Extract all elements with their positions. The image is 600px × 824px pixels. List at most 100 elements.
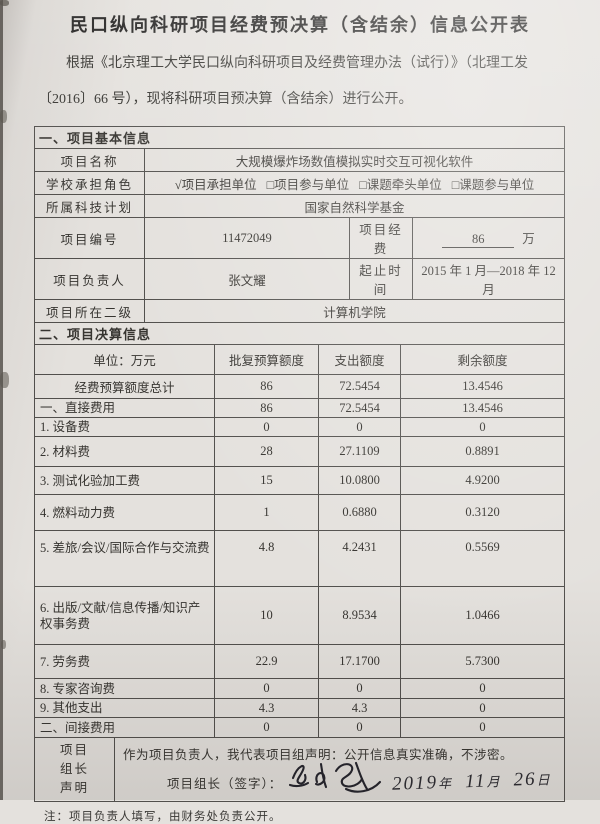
budget-cell: 0 <box>399 417 566 437</box>
budget-row-labor: 7. 劳务费 22.9 17.1700 5.7300 <box>34 644 566 679</box>
budget-cell: 0 <box>399 717 566 738</box>
budget-cell: 10 <box>214 586 319 645</box>
footnote-note: 注：项目负责人填写，由财务处负责公开。 <box>44 811 282 823</box>
budget-cell: 28 <box>214 436 319 467</box>
budget-row-testing: 3. 测试化验加工费 15 10.0800 4.9200 <box>34 466 566 495</box>
budget-row-label: 2. 材料费 <box>34 436 215 467</box>
col-header-approved: 批复预算额度 <box>214 344 319 375</box>
funds-label: 项目经费 <box>349 217 413 259</box>
budget-cell: 0 <box>399 678 566 699</box>
budget-header-row: 单位：万元 批复预算额度 支出额度 剩余额度 <box>34 344 566 375</box>
project-no-value: 11472049 <box>144 217 350 259</box>
statement-row: 项目 组长 声明 作为项目负责人，我代表项目组声明：公开信息真实准确，不涉密。 … <box>34 737 565 802</box>
budget-cell: 8.9534 <box>318 586 401 645</box>
budget-row-label: 6. 出版/文献/信息传播/知识产权事务费 <box>34 586 215 645</box>
budget-cell: 0 <box>214 417 319 437</box>
program-value: 国家自然科学基金 <box>143 194 566 218</box>
budget-row-label: 7. 劳务费 <box>34 644 215 679</box>
budget-row-label: 一、直接费用 <box>34 398 215 418</box>
scan-artifact <box>0 0 9 6</box>
budget-cell: 17.1700 <box>318 644 401 679</box>
budget-table: 二、项目决算信息 单位：万元 批复预算额度 支出额度 剩余额度 经费预算额度总计… <box>33 322 566 738</box>
unit-header: 单位：万元 <box>34 344 215 375</box>
intro-paragraph: 根据《北京理工大学民口纵向科研项目及经费管理办法（试行）》（北理工发 〔2016… <box>38 46 574 118</box>
budget-cell: 72.5454 <box>318 398 401 418</box>
project-name-label: 项目名称 <box>34 148 145 172</box>
budget-row-publication: 6. 出版/文献/信息传播/知识产权事务费 10 8.9534 1.0466 <box>34 586 566 645</box>
handwritten-date: 2019年 11月 26日 <box>392 768 551 795</box>
budget-row-label: 5. 差旅/会议/国际合作与交流费 <box>34 530 215 587</box>
budget-row-direct: 一、直接费用 86 72.5454 13.4546 <box>34 398 566 418</box>
checkbox-icon: □ <box>451 177 460 192</box>
budget-row-label: 1. 设备费 <box>34 417 215 437</box>
budget-cell: 0 <box>214 717 319 738</box>
intro-line-2: 〔2016〕66 号），现将科研项目预决算（含结余）进行公开。 <box>38 92 413 107</box>
role-option: □课题牵头单位 <box>359 177 442 192</box>
checkbox-icon: □ <box>266 177 275 192</box>
budget-row-label: 二、间接费用 <box>34 717 215 738</box>
section-title: 二、项目决算信息 <box>33 322 566 345</box>
budget-cell: 86 <box>214 374 319 399</box>
budget-cell: 4.8 <box>214 530 319 587</box>
scan-edge-shadow <box>0 0 3 800</box>
budget-row-equipment: 1. 设备费 0 0 0 <box>34 417 566 437</box>
section-title: 一、项目基本信息 <box>33 126 566 149</box>
intro-line-1: 根据《北京理工大学民口纵向科研项目及经费管理办法（试行）》（北理工发 <box>66 56 528 71</box>
budget-row-travel: 5. 差旅/会议/国际合作与交流费 4.8 4.2431 0.5569 <box>34 530 566 587</box>
budget-row-fuel: 4. 燃料动力费 1 0.6880 0.3120 <box>34 494 566 531</box>
signature-row: 项目组长（签字）： 2019年 11月 26日 <box>123 761 556 797</box>
budget-cell: 0 <box>318 417 401 437</box>
program-label: 所属科技计划 <box>34 194 145 218</box>
row-school-role: 学校承担角色 √项目承担单位 □项目参与单位 □课题牵头单位 □课题参与单位 <box>34 171 566 195</box>
budget-cell: 72.5454 <box>318 374 401 399</box>
scan-artifact <box>0 372 9 388</box>
budget-cell: 4.3 <box>318 698 401 718</box>
signature-handwriting <box>289 761 382 793</box>
budget-cell: 86 <box>214 398 319 418</box>
school-role-label: 学校承担角色 <box>34 171 145 195</box>
budget-cell: 0 <box>318 678 401 699</box>
budget-row-total: 经费预算额度总计 86 72.5454 13.4546 <box>34 374 566 399</box>
funds-unit: 万 <box>522 232 535 246</box>
col-header-spent: 支出额度 <box>318 344 401 375</box>
budget-cell: 5.7300 <box>399 644 566 679</box>
pi-value: 张文耀 <box>144 258 350 300</box>
budget-cell: 4.9200 <box>399 466 566 495</box>
budget-cell: 4.2431 <box>318 530 401 587</box>
budget-cell: 0 <box>318 717 401 738</box>
row-program: 所属科技计划 国家自然科学基金 <box>34 194 566 218</box>
section-header-basic-info: 一、项目基本信息 <box>33 126 566 149</box>
scan-artifact <box>1 640 6 649</box>
duration-value: 2015 年 1 月—2018 年 12 月 <box>411 258 566 300</box>
duration-label: 起止时间 <box>349 258 413 300</box>
checkmark-icon: √ <box>174 177 182 192</box>
budget-cell: 22.9 <box>214 644 319 679</box>
page-title: 民口纵向科研项目经费预决算（含结余）信息公开表 <box>70 15 530 35</box>
budget-row-label: 4. 燃料动力费 <box>34 494 215 531</box>
budget-cell: 13.4546 <box>399 398 566 418</box>
basic-info-table: 一、项目基本信息 项目名称 大规模爆炸场数值模拟实时交互可视化软件 学校承担角色… <box>33 126 566 323</box>
section-header-budget: 二、项目决算信息 <box>33 322 566 345</box>
row-project-name: 项目名称 大规模爆炸场数值模拟实时交互可视化软件 <box>34 148 566 172</box>
budget-cell: 13.4546 <box>399 374 566 399</box>
sign-label: 项目组长（签字）： <box>167 776 283 791</box>
budget-cell: 1.0466 <box>399 586 566 645</box>
funds-amount: 86 <box>442 232 515 248</box>
budget-cell: 27.1109 <box>318 436 401 467</box>
checkbox-icon: □ <box>359 177 367 192</box>
row-department: 项目所在二级 计算机学院 <box>34 299 566 323</box>
budget-row-label: 3. 测试化验加工费 <box>34 466 215 495</box>
statement-table: 项目 组长 声明 作为项目负责人，我代表项目组声明：公开信息真实准确，不涉密。 … <box>34 737 565 802</box>
statement-body: 作为项目负责人，我代表项目组声明：公开信息真实准确，不涉密。 项目组长（签字）： <box>114 737 565 802</box>
department-value: 计算机学院 <box>143 299 566 323</box>
budget-row-indirect: 二、间接费用 0 0 0 <box>34 717 566 738</box>
budget-row-consulting: 8. 专家咨询费 0 0 0 <box>34 678 566 699</box>
budget-cell: 0.5569 <box>399 530 566 587</box>
budget-cell: 0.3120 <box>399 494 566 531</box>
budget-cell: 0.8891 <box>399 436 566 467</box>
project-no-label: 项目编号 <box>34 217 145 259</box>
department-label: 项目所在二级 <box>34 299 145 323</box>
budget-row-materials: 2. 材料费 28 27.1109 0.8891 <box>34 436 566 467</box>
school-role-options: √项目承担单位 □项目参与单位 □课题牵头单位 □课题参与单位 <box>143 171 566 195</box>
declaration-text: 作为项目负责人，我代表项目组声明：公开信息真实准确，不涉密。 <box>123 748 514 762</box>
